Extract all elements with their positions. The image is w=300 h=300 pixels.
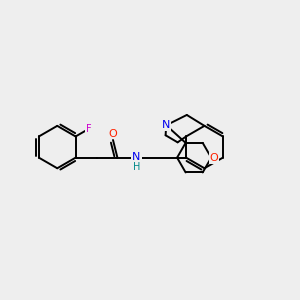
Text: N: N [162,120,170,130]
Text: O: O [109,128,117,139]
Text: F: F [85,124,91,134]
Text: N: N [132,152,141,162]
Text: H: H [133,162,140,172]
Text: O: O [210,153,219,163]
